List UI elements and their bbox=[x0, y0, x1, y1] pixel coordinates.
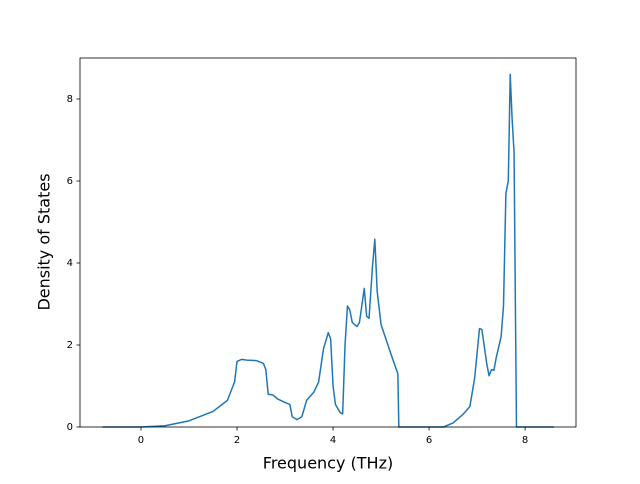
y-tick-label: 0 bbox=[67, 422, 73, 433]
y-tick-label: 8 bbox=[67, 94, 73, 105]
x-tick-label: 4 bbox=[330, 435, 336, 446]
y-tick-label: 2 bbox=[67, 340, 73, 351]
y-tick-label: 6 bbox=[67, 176, 73, 187]
x-tick-label: 2 bbox=[234, 435, 240, 446]
x-tick-label: 0 bbox=[138, 435, 144, 446]
y-tick-label: 4 bbox=[67, 258, 73, 269]
x-axis-label: Frequency (THz) bbox=[263, 454, 393, 473]
plot-frame bbox=[79, 57, 577, 428]
x-tick-label: 6 bbox=[426, 435, 432, 446]
y-axis-label: Density of States bbox=[35, 173, 54, 310]
x-tick-label: 8 bbox=[522, 435, 528, 446]
line-series bbox=[102, 73, 554, 428]
